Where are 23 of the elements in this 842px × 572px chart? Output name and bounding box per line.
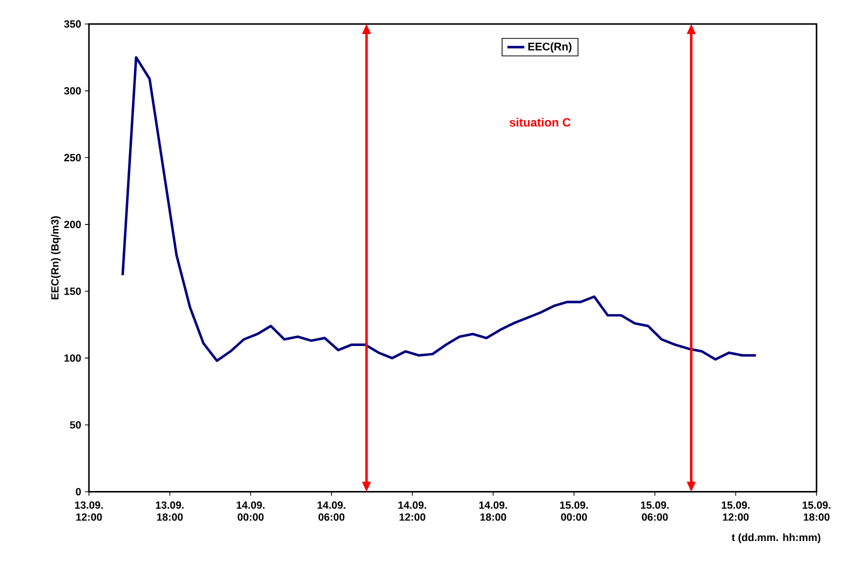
y-tick-label: 150 (64, 288, 81, 296)
x-tick-label: 13.09. 18:00 (156, 502, 184, 521)
x-tick-label: 14.09. 06:00 (318, 502, 346, 521)
x-tick-label: 15.09. 06:00 (640, 502, 669, 521)
y-tick-label: 350 (64, 20, 81, 28)
y-tick-label: 50 (70, 421, 81, 429)
x-tick-label: 14.09. 12:00 (398, 502, 426, 521)
y-tick-label: 200 (64, 220, 81, 228)
y-tick-label: 250 (64, 154, 81, 162)
x-tick-label: 15.09. 18:00 (802, 502, 830, 521)
x-tick-label: 15.09. 12:00 (722, 502, 750, 521)
x-axis-title: t (dd.mm. hh:mm) (732, 534, 820, 544)
legend-label: EEC(Rn) (528, 42, 572, 53)
x-tick-label: 14.09. 00:00 (236, 502, 264, 521)
y-axis-title: EEC(Rn) (Bq/m3) (50, 216, 61, 300)
y-tick-label: 100 (64, 354, 81, 362)
x-tick-label: 13.09. 12:00 (75, 502, 103, 521)
annotation: situation C (510, 118, 571, 127)
y-tick-label: 0 (76, 488, 81, 496)
x-tick-label: 15.09. 00:00 (560, 502, 588, 521)
line-series (121, 56, 758, 362)
x-tick-label: 14.09. 18:00 (479, 502, 507, 521)
y-tick-label: 300 (64, 87, 81, 95)
